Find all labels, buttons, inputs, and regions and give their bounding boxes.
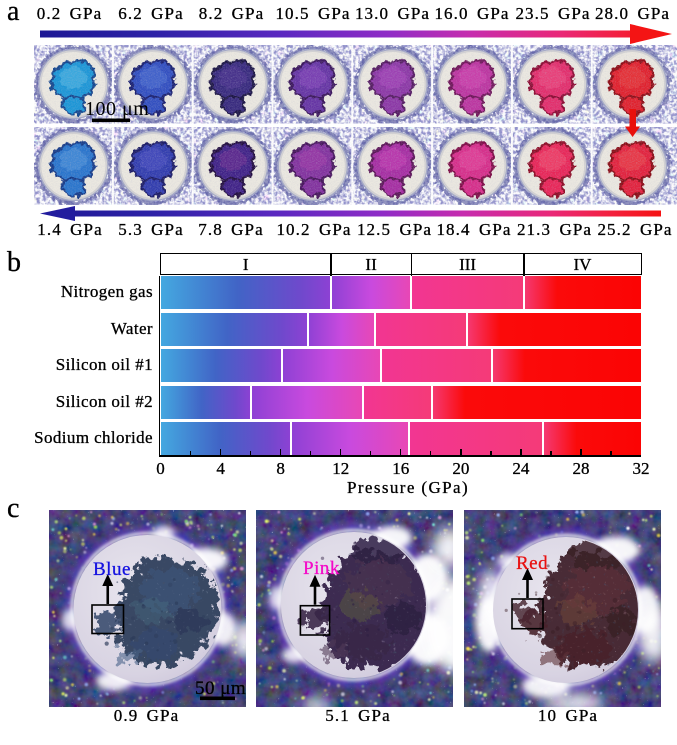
- svg-text:100 μm: 100 μm: [85, 98, 149, 120]
- svg-text:Pink: Pink: [303, 558, 340, 579]
- svg-text:50 μm: 50 μm: [195, 678, 246, 699]
- svg-text:Blue: Blue: [93, 559, 131, 580]
- svg-text:Red: Red: [516, 553, 548, 574]
